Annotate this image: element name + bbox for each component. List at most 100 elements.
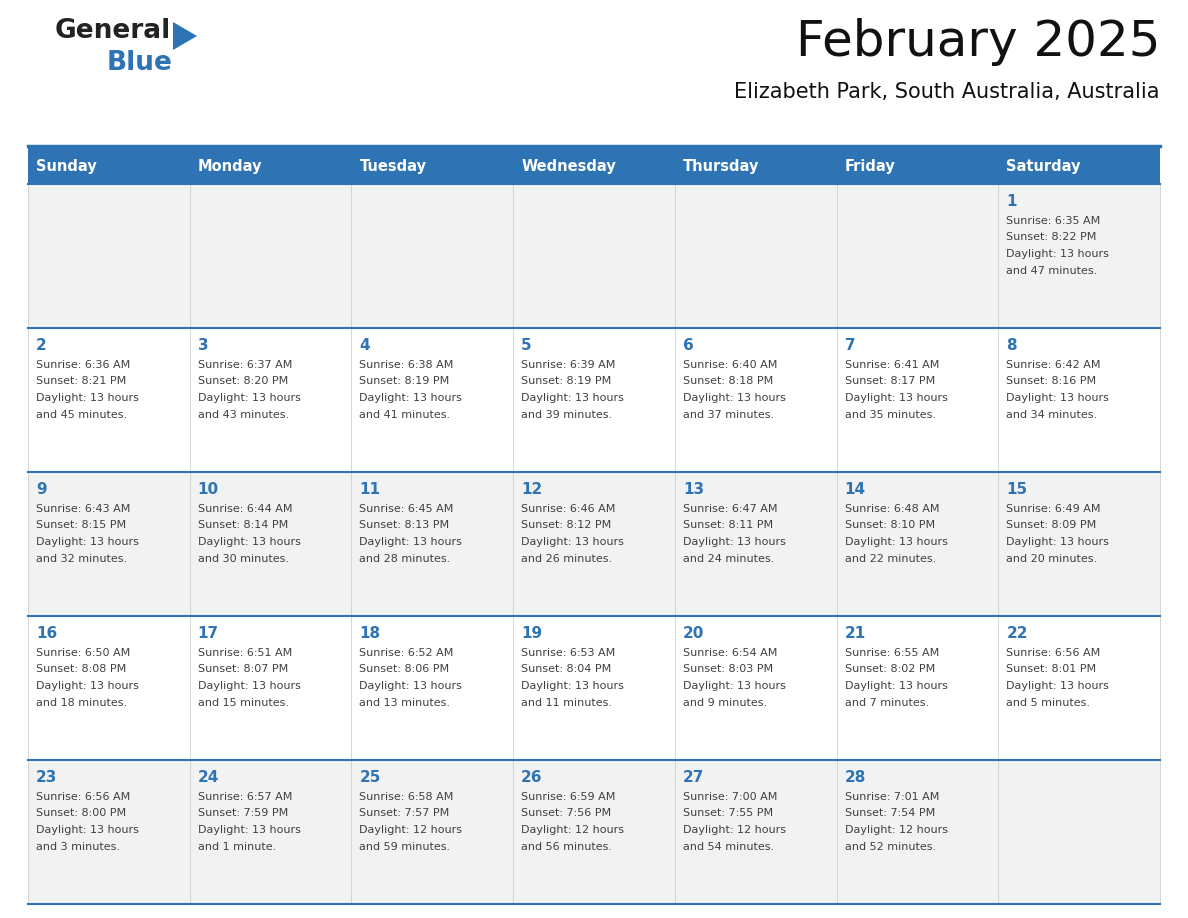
Bar	[836, 184, 998, 328]
Text: 10: 10	[197, 482, 219, 497]
Text: Daylight: 13 hours: Daylight: 13 hours	[683, 681, 785, 691]
Text: and 3 minutes.: and 3 minutes.	[36, 842, 120, 852]
Text: Wednesday: Wednesday	[522, 159, 617, 174]
Text: and 13 minutes.: and 13 minutes.	[360, 698, 450, 708]
Text: 6: 6	[683, 338, 694, 353]
Text: Daylight: 13 hours: Daylight: 13 hours	[36, 825, 139, 835]
Bar	[190, 616, 352, 760]
Bar	[836, 760, 998, 904]
Text: and 52 minutes.: and 52 minutes.	[845, 842, 936, 852]
Text: Sunday: Sunday	[36, 159, 97, 174]
Bar	[998, 760, 1159, 904]
Text: Sunrise: 6:36 AM: Sunrise: 6:36 AM	[36, 360, 131, 370]
Bar	[675, 472, 836, 616]
Bar	[998, 616, 1159, 760]
Text: Daylight: 13 hours: Daylight: 13 hours	[36, 681, 139, 691]
Bar	[29, 184, 190, 328]
Text: Sunset: 8:00 PM: Sunset: 8:00 PM	[36, 809, 126, 819]
Text: and 22 minutes.: and 22 minutes.	[845, 554, 936, 564]
Polygon shape	[173, 22, 197, 50]
Text: 21: 21	[845, 626, 866, 641]
Text: 12: 12	[522, 482, 543, 497]
Bar	[998, 328, 1159, 472]
Text: Daylight: 13 hours: Daylight: 13 hours	[683, 537, 785, 547]
Text: Sunset: 8:20 PM: Sunset: 8:20 PM	[197, 376, 287, 386]
Text: Daylight: 13 hours: Daylight: 13 hours	[522, 537, 624, 547]
Text: Sunrise: 7:00 AM: Sunrise: 7:00 AM	[683, 792, 777, 802]
Bar	[998, 148, 1159, 184]
Text: 26: 26	[522, 770, 543, 785]
Bar	[352, 148, 513, 184]
Text: Sunset: 8:10 PM: Sunset: 8:10 PM	[845, 521, 935, 531]
Bar	[675, 184, 836, 328]
Bar	[675, 328, 836, 472]
Bar	[352, 760, 513, 904]
Text: Daylight: 13 hours: Daylight: 13 hours	[197, 393, 301, 403]
Bar	[29, 328, 190, 472]
Bar	[190, 148, 352, 184]
Text: Daylight: 13 hours: Daylight: 13 hours	[845, 681, 948, 691]
Bar	[836, 148, 998, 184]
Text: Sunrise: 6:44 AM: Sunrise: 6:44 AM	[197, 504, 292, 514]
Text: Sunset: 7:57 PM: Sunset: 7:57 PM	[360, 809, 450, 819]
Text: and 20 minutes.: and 20 minutes.	[1006, 554, 1098, 564]
Bar	[998, 184, 1159, 328]
Text: Sunset: 8:04 PM: Sunset: 8:04 PM	[522, 665, 612, 675]
Text: 13: 13	[683, 482, 704, 497]
Text: Sunset: 8:22 PM: Sunset: 8:22 PM	[1006, 232, 1097, 242]
Bar	[513, 472, 675, 616]
Bar	[513, 184, 675, 328]
Text: Sunset: 8:07 PM: Sunset: 8:07 PM	[197, 665, 287, 675]
Text: Sunrise: 6:52 AM: Sunrise: 6:52 AM	[360, 648, 454, 658]
Text: and 5 minutes.: and 5 minutes.	[1006, 698, 1091, 708]
Text: 19: 19	[522, 626, 542, 641]
Text: 28: 28	[845, 770, 866, 785]
Text: Daylight: 13 hours: Daylight: 13 hours	[522, 393, 624, 403]
Bar	[513, 328, 675, 472]
Text: Daylight: 13 hours: Daylight: 13 hours	[683, 393, 785, 403]
Text: and 56 minutes.: and 56 minutes.	[522, 842, 612, 852]
Text: 4: 4	[360, 338, 369, 353]
Text: Sunrise: 6:37 AM: Sunrise: 6:37 AM	[197, 360, 292, 370]
Text: Sunrise: 6:41 AM: Sunrise: 6:41 AM	[845, 360, 939, 370]
Text: and 47 minutes.: and 47 minutes.	[1006, 265, 1098, 275]
Text: Sunset: 8:11 PM: Sunset: 8:11 PM	[683, 521, 773, 531]
Text: Friday: Friday	[845, 159, 896, 174]
Bar	[352, 184, 513, 328]
Text: and 32 minutes.: and 32 minutes.	[36, 554, 127, 564]
Text: and 7 minutes.: and 7 minutes.	[845, 698, 929, 708]
Text: Sunrise: 6:56 AM: Sunrise: 6:56 AM	[36, 792, 131, 802]
Text: and 26 minutes.: and 26 minutes.	[522, 554, 612, 564]
Text: 17: 17	[197, 626, 219, 641]
Text: and 15 minutes.: and 15 minutes.	[197, 698, 289, 708]
Text: Sunrise: 6:45 AM: Sunrise: 6:45 AM	[360, 504, 454, 514]
Text: Sunrise: 6:51 AM: Sunrise: 6:51 AM	[197, 648, 292, 658]
Text: Daylight: 13 hours: Daylight: 13 hours	[36, 393, 139, 403]
Text: Sunset: 8:12 PM: Sunset: 8:12 PM	[522, 521, 612, 531]
Text: Sunset: 8:13 PM: Sunset: 8:13 PM	[360, 521, 449, 531]
Text: Sunrise: 6:38 AM: Sunrise: 6:38 AM	[360, 360, 454, 370]
Bar	[190, 472, 352, 616]
Bar	[675, 616, 836, 760]
Text: 27: 27	[683, 770, 704, 785]
Text: Sunset: 8:08 PM: Sunset: 8:08 PM	[36, 665, 126, 675]
Text: Sunrise: 7:01 AM: Sunrise: 7:01 AM	[845, 792, 939, 802]
Text: February 2025: February 2025	[796, 18, 1159, 66]
Text: Sunset: 7:56 PM: Sunset: 7:56 PM	[522, 809, 612, 819]
Text: Sunset: 7:55 PM: Sunset: 7:55 PM	[683, 809, 773, 819]
Bar	[998, 472, 1159, 616]
Text: Daylight: 13 hours: Daylight: 13 hours	[1006, 249, 1110, 259]
Text: Daylight: 13 hours: Daylight: 13 hours	[1006, 537, 1110, 547]
Text: Sunset: 8:02 PM: Sunset: 8:02 PM	[845, 665, 935, 675]
Text: Sunrise: 6:40 AM: Sunrise: 6:40 AM	[683, 360, 777, 370]
Text: Daylight: 13 hours: Daylight: 13 hours	[1006, 681, 1110, 691]
Text: 22: 22	[1006, 626, 1028, 641]
Bar	[190, 760, 352, 904]
Text: Daylight: 13 hours: Daylight: 13 hours	[197, 825, 301, 835]
Text: Sunset: 8:03 PM: Sunset: 8:03 PM	[683, 665, 773, 675]
Text: Sunrise: 6:46 AM: Sunrise: 6:46 AM	[522, 504, 615, 514]
Text: and 45 minutes.: and 45 minutes.	[36, 409, 127, 420]
Text: Sunset: 8:16 PM: Sunset: 8:16 PM	[1006, 376, 1097, 386]
Text: Sunrise: 6:53 AM: Sunrise: 6:53 AM	[522, 648, 615, 658]
Text: 2: 2	[36, 338, 46, 353]
